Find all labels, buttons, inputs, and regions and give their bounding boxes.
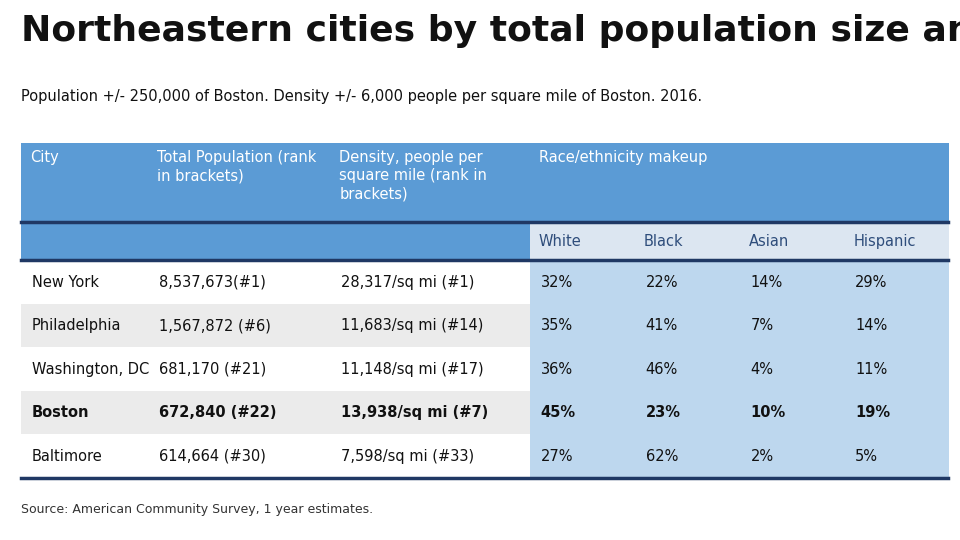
Text: 35%: 35% xyxy=(540,318,573,333)
Text: White: White xyxy=(539,233,582,248)
Text: 614,664 (#30): 614,664 (#30) xyxy=(158,449,266,464)
Text: 672,840 (#22): 672,840 (#22) xyxy=(158,405,276,420)
Text: 13,938/sq mi (#7): 13,938/sq mi (#7) xyxy=(342,405,489,420)
Text: 19%: 19% xyxy=(855,405,890,420)
Text: Northeastern cities by total population size and density.: Northeastern cities by total population … xyxy=(21,14,960,48)
Text: 14%: 14% xyxy=(751,274,782,289)
Text: 46%: 46% xyxy=(645,362,678,376)
Text: Density, people per
square mile (rank in
brackets): Density, people per square mile (rank in… xyxy=(340,150,488,202)
Text: 5%: 5% xyxy=(855,449,878,464)
Text: New York: New York xyxy=(32,274,99,289)
Text: Baltimore: Baltimore xyxy=(32,449,103,464)
Text: Race/ethnicity makeup: Race/ethnicity makeup xyxy=(539,150,708,165)
Text: Population +/- 250,000 of Boston. Density +/- 6,000 people per square mile of Bo: Population +/- 250,000 of Boston. Densit… xyxy=(21,89,703,104)
Text: Source: American Community Survey, 1 year estimates.: Source: American Community Survey, 1 yea… xyxy=(21,503,373,516)
Text: 1,567,872 (#6): 1,567,872 (#6) xyxy=(158,318,271,333)
Text: 11,683/sq mi (#14): 11,683/sq mi (#14) xyxy=(342,318,484,333)
Text: 4%: 4% xyxy=(751,362,774,376)
Text: 22%: 22% xyxy=(645,274,678,289)
Text: Washington, DC: Washington, DC xyxy=(32,362,149,376)
Text: 27%: 27% xyxy=(540,449,573,464)
Text: Total Population (rank
in brackets): Total Population (rank in brackets) xyxy=(156,150,316,183)
Text: 32%: 32% xyxy=(540,274,573,289)
Text: 7,598/sq mi (#33): 7,598/sq mi (#33) xyxy=(342,449,474,464)
Text: 23%: 23% xyxy=(645,405,681,420)
Text: 41%: 41% xyxy=(645,318,678,333)
Text: 29%: 29% xyxy=(855,274,888,289)
Text: 14%: 14% xyxy=(855,318,887,333)
Text: 45%: 45% xyxy=(540,405,576,420)
Text: Black: Black xyxy=(643,233,684,248)
Text: 681,170 (#21): 681,170 (#21) xyxy=(158,362,266,376)
Text: 10%: 10% xyxy=(751,405,785,420)
Text: 28,317/sq mi (#1): 28,317/sq mi (#1) xyxy=(342,274,475,289)
Text: 62%: 62% xyxy=(645,449,678,464)
Text: Asian: Asian xyxy=(749,233,789,248)
Text: 36%: 36% xyxy=(540,362,573,376)
Text: City: City xyxy=(30,150,59,165)
Text: 7%: 7% xyxy=(751,318,774,333)
Text: Boston: Boston xyxy=(32,405,89,420)
Text: 8,537,673(#1): 8,537,673(#1) xyxy=(158,274,266,289)
Text: Philadelphia: Philadelphia xyxy=(32,318,121,333)
Text: 2%: 2% xyxy=(751,449,774,464)
Text: Hispanic: Hispanic xyxy=(853,233,916,248)
Text: 11,148/sq mi (#17): 11,148/sq mi (#17) xyxy=(342,362,484,376)
Text: 11%: 11% xyxy=(855,362,887,376)
